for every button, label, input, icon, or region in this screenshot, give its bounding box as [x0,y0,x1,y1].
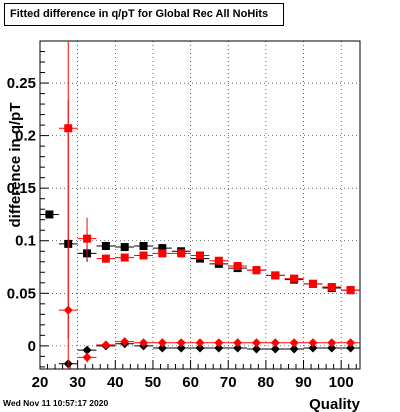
data-point-diamond [195,343,205,353]
data-point-square [120,253,129,262]
data-point-square [139,251,148,260]
grid [40,41,360,369]
data-point-diamond [327,338,337,348]
data-point-square [158,244,167,253]
y-tick-label: 0.15 [7,180,36,197]
y-tick-label: 0.2 [15,128,36,145]
data-point-square [158,249,167,258]
x-tick-label: 70 [220,374,237,391]
data-point-square [83,234,92,243]
y-tick-label: 0 [28,338,36,355]
data-point-diamond [289,338,299,348]
data-point-diamond [176,338,186,348]
data-point-square [101,242,110,250]
data-point-diamond [214,343,224,353]
data-point-square [233,261,242,270]
data-point-diamond [101,340,111,350]
x-tick-label: 30 [69,374,86,391]
x-tick-label: 40 [107,374,124,391]
data-point-diamond [270,344,280,354]
data-point-square [139,242,148,250]
data-point-diamond [82,345,92,355]
plot-frame [39,40,361,370]
x-tick-labels: 20 30 40 50 60 70 80 90 100 [32,374,354,391]
data-point-diamond [82,352,92,362]
data-point-diamond [139,338,149,348]
data-point-diamond [327,343,337,353]
data-point-diamond [157,338,167,348]
series-3 [58,99,360,369]
data-point-square [346,286,355,295]
data-point-square [327,283,336,291]
data-point-diamond [120,337,130,347]
data-point-diamond [251,338,261,348]
x-tick-label: 20 [32,374,49,391]
data-point-diamond [289,344,299,354]
data-point-square [101,254,110,263]
data-point-diamond [63,305,73,315]
y-tick-label: 0.05 [7,285,36,302]
x-tick-label: 80 [258,374,275,391]
data-point-diamond [233,343,243,353]
data-point-diamond [233,338,243,348]
data-point-square [308,279,317,288]
y-axis-title: difference in q/pT [7,102,24,227]
data-point-diamond [214,338,224,348]
data-point-diamond [308,343,318,353]
chart-title: Fitted difference in q/pT for Global Rec… [4,3,284,26]
x-tick-label: 60 [182,374,199,391]
data-point-diamond [308,338,318,348]
data-point-square [271,271,280,280]
data-point-square [252,266,261,275]
x-tick-label: 100 [329,374,354,391]
axis-ticks [39,51,357,369]
data-point-diamond [195,338,205,348]
data-point-diamond [346,338,356,348]
data-point-square [45,210,54,219]
y-tick-label: 0.25 [7,75,36,92]
y-tick-labels: 0 0.05 0.1 0.15 0.2 0.25 [7,75,36,355]
data-point-square [196,251,204,260]
data-point-square [120,243,129,252]
data-marks [40,41,360,369]
data-point-diamond [176,343,186,353]
x-tick-label: 50 [145,374,162,391]
x-tick-label: 90 [295,374,312,391]
data-point-diamond [157,343,167,353]
x-axis-title: Quality [309,396,361,412]
series-1 [58,41,360,339]
data-point-diamond [251,344,261,354]
data-point-square [214,256,223,265]
data-point-diamond [346,343,356,353]
data-point-diamond [270,338,280,348]
data-point-square [290,274,299,283]
timestamp-footer: Wed Nov 11 10:57:17 2020 [3,398,109,408]
y-tick-label: 0.1 [15,233,36,250]
data-point-square [177,249,186,258]
